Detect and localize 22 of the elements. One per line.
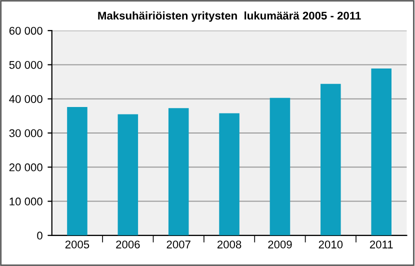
- y-tick-label: 50 000: [9, 60, 42, 69]
- x-tick-label: 2011: [370, 240, 393, 248]
- bar: [270, 98, 290, 236]
- x-tick-label: 2008: [217, 240, 242, 248]
- x-tick-label: 2006: [116, 240, 140, 248]
- y-tick-label: 40 000: [9, 95, 42, 103]
- bar: [371, 68, 392, 236]
- x-tick-label: 2010: [318, 240, 343, 248]
- x-tick-label: 2007: [166, 240, 190, 248]
- bar: [118, 114, 138, 236]
- y-tick-label: 30 000: [9, 129, 42, 138]
- x-tick-label: 2009: [268, 240, 292, 248]
- y-tick-label: 0: [37, 232, 42, 240]
- x-tick-label: 2005: [65, 240, 90, 248]
- chart-title: Maksuhäiriöisten yritysten lukumäärä 2005 - 2011: [98, 11, 361, 22]
- bar: [67, 107, 88, 236]
- bar: [168, 108, 189, 236]
- bar: [219, 113, 240, 236]
- bar: [320, 84, 341, 236]
- y-tick-label: 60 000: [9, 26, 42, 35]
- y-tick-label: 10 000: [10, 198, 42, 206]
- y-tick-label: 20 000: [9, 163, 42, 172]
